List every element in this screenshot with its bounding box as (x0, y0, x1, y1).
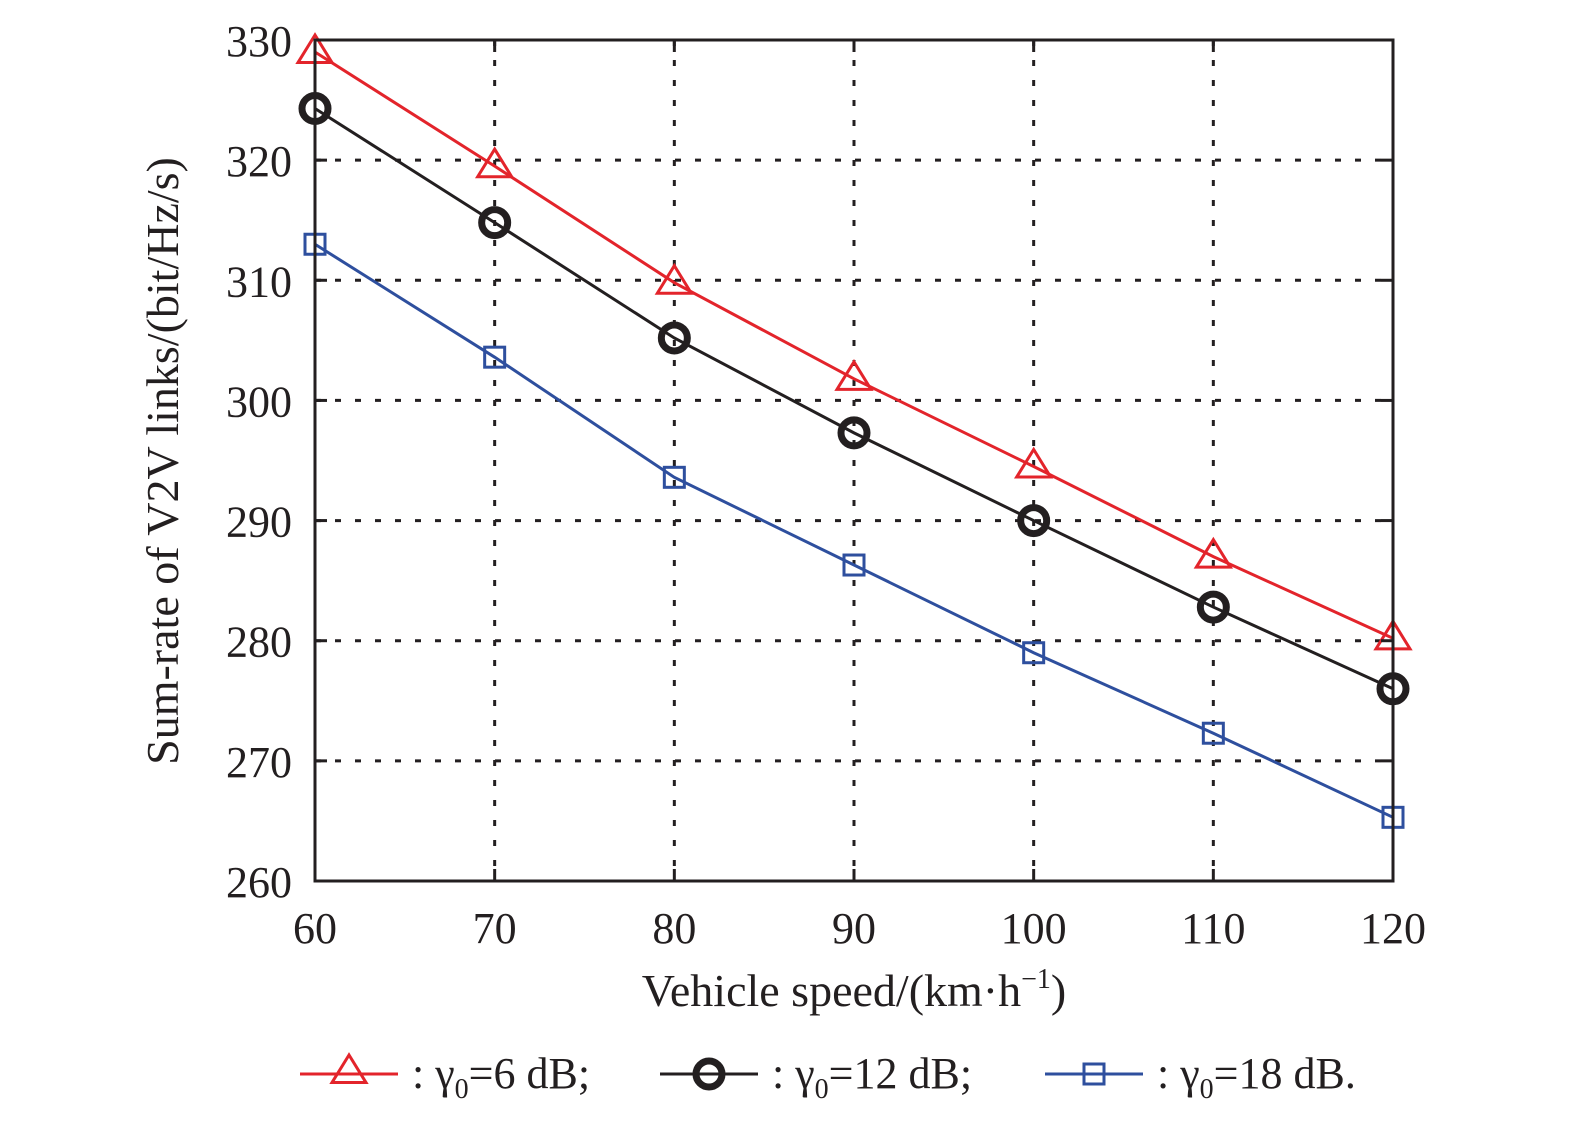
circle-marker-icon (692, 1057, 726, 1091)
y-tick-labels: 260 270 280 290 300 310 320 330 (226, 17, 292, 907)
data-point (483, 345, 507, 369)
y-tick-label: 330 (226, 17, 292, 66)
y-tick-label: 320 (226, 137, 292, 186)
x-tick-label: 80 (652, 904, 696, 953)
legend: : γ0=6 dB; : γ0=12 dB; : γ0=18 dB. (300, 1049, 1356, 1105)
legend-item: : γ0=12 dB; (660, 1049, 972, 1105)
y-axis-title: Sum-rate of V2V links/(bit/Hz/s) (137, 157, 188, 765)
data-point (1013, 446, 1054, 479)
x-tick-label: 60 (293, 904, 337, 953)
x-axis-title-main: Vehicle speed/(km·h (642, 965, 1021, 1016)
x-tick-label: 90 (832, 904, 876, 953)
y-tick-label: 290 (226, 498, 292, 547)
y-tick-label: 260 (226, 858, 292, 907)
legend-item: : γ0=6 dB; (300, 1049, 590, 1105)
data-point (842, 553, 866, 577)
data-point (834, 358, 874, 391)
x-tick-label: 110 (1181, 904, 1245, 953)
y-tick-label: 270 (226, 738, 292, 787)
x-axis-title-suffix: ) (1051, 965, 1066, 1016)
y-tick-label: 280 (226, 618, 292, 667)
x-axis-title-superscript: −1 (1021, 964, 1051, 995)
x-axis-title: Vehicle speed/(km·h−1) (642, 964, 1067, 1016)
data-point (837, 416, 871, 450)
data-point (1196, 590, 1230, 624)
data-point (1022, 641, 1046, 665)
series-layer (295, 32, 1413, 829)
triangle-marker-icon (329, 1052, 369, 1085)
x-tick-labels: 60 70 80 90 100 110 120 (293, 904, 1426, 953)
legend-label: : γ0=6 dB; (412, 1049, 590, 1105)
x-tick-label: 70 (473, 904, 517, 953)
legend-label: : γ0=18 dB. (1157, 1049, 1356, 1105)
x-tick-label: 100 (1001, 904, 1067, 953)
legend-label: : γ0=12 dB; (772, 1049, 972, 1105)
square-marker-icon (1082, 1062, 1106, 1086)
grid-lines (315, 40, 1393, 881)
data-point (1017, 504, 1051, 538)
series-line (314, 50, 1394, 640)
legend-item: : γ0=18 dB. (1045, 1049, 1356, 1105)
data-point (662, 465, 686, 489)
data-point (478, 206, 512, 240)
series-circle (298, 91, 1410, 706)
y-tick-label: 310 (226, 257, 292, 306)
series-line (314, 242, 1394, 819)
axis-ticks (313, 38, 1395, 883)
data-point (1193, 536, 1234, 569)
series-line (314, 107, 1394, 691)
data-point (654, 262, 695, 295)
data-point (657, 321, 691, 355)
data-point (474, 146, 515, 179)
y-tick-label: 300 (226, 377, 292, 426)
x-tick-label: 120 (1360, 904, 1426, 953)
data-point (1201, 721, 1225, 745)
